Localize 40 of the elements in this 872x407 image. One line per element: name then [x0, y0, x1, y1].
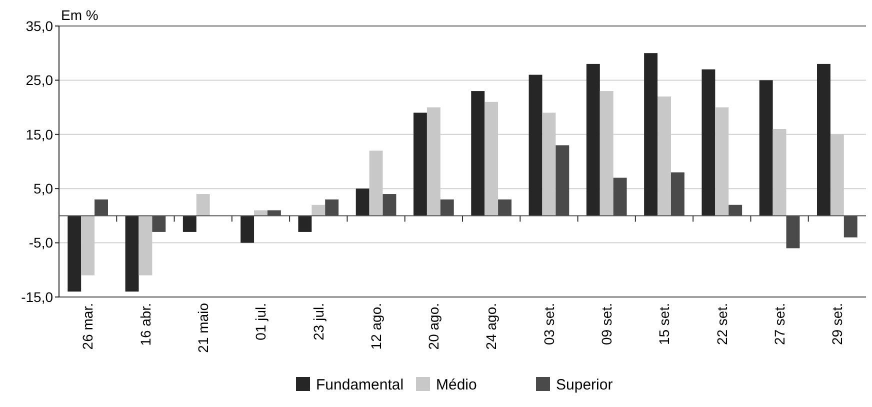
- x-tick-label: 03 set.: [540, 303, 557, 346]
- x-tick-label: 09 set.: [598, 303, 615, 346]
- legend-label: Superior: [556, 376, 613, 394]
- x-tick-label: 26 mar.: [80, 303, 96, 350]
- x-tick-label: 20 ago.: [426, 303, 442, 350]
- x-tick-label: 21 maio: [195, 302, 212, 353]
- x-tick-label: 01 jul.: [252, 303, 269, 340]
- bar: [817, 64, 830, 216]
- bar: [196, 194, 210, 216]
- x-tick-label: 15 set.: [656, 303, 672, 346]
- bar: [125, 216, 139, 292]
- legend-label: Fundamental: [316, 376, 404, 394]
- bar: [759, 80, 773, 216]
- x-tick-label: 27 set.: [771, 303, 788, 346]
- bar: [356, 188, 370, 216]
- y-tick-label: 15,0: [26, 126, 54, 142]
- legend-label: Médio: [436, 376, 477, 394]
- y-tick-label: 35,0: [26, 18, 54, 34]
- x-tick-label: 24 ago.: [483, 303, 500, 350]
- x-tick-label: 22 set.: [714, 303, 730, 346]
- bar: [414, 112, 427, 216]
- bar: [702, 69, 716, 216]
- bar: [528, 74, 542, 216]
- bar: [644, 53, 658, 216]
- y-tick-label: 5,0: [34, 180, 54, 196]
- x-tick-label: 16 abr.: [137, 303, 154, 346]
- bar: [312, 204, 326, 216]
- y-axis-title: Em %: [61, 7, 98, 23]
- bar: [68, 216, 82, 292]
- x-tick-label: 29 set.: [829, 303, 846, 346]
- x-tick-label: 12 ago.: [368, 303, 384, 350]
- y-tick-label: -15,0: [21, 288, 54, 305]
- bar: [298, 216, 312, 232]
- bar: [586, 64, 600, 216]
- bar: [182, 216, 196, 232]
- y-tick-label: -5,0: [28, 234, 54, 251]
- bar: [471, 91, 485, 216]
- y-tick-label: 25,0: [26, 72, 54, 88]
- x-tick-label: 23 jul.: [310, 303, 326, 340]
- bar: [240, 216, 254, 243]
